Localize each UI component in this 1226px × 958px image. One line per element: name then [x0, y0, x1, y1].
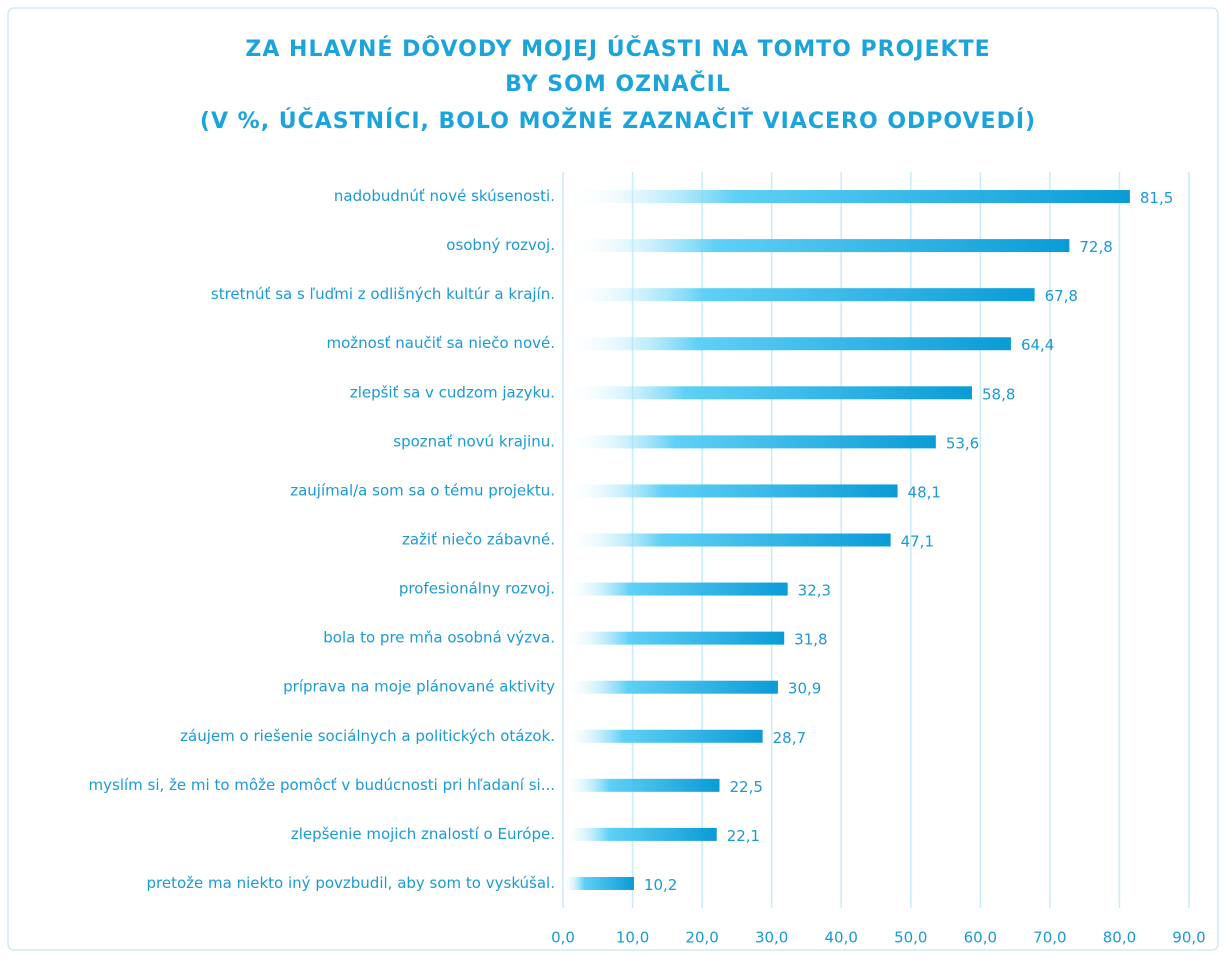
data-label: 67,8 [1045, 287, 1078, 305]
bar [563, 533, 891, 547]
bar [563, 876, 634, 890]
bar [563, 778, 720, 792]
bar [563, 631, 785, 645]
y-tick-label: zaujímal/a som sa o tému projektu. [290, 481, 555, 499]
bar [563, 239, 1070, 253]
x-tick-label: 0,0 [551, 929, 575, 947]
x-tick-label: 50,0 [894, 929, 927, 947]
data-label: 10,2 [644, 876, 677, 894]
data-label: 81,5 [1140, 189, 1173, 207]
data-label: 22,5 [730, 778, 763, 796]
y-tick-label: zlepšenie mojich znalostí o Európe. [291, 825, 555, 843]
data-label: 22,1 [727, 827, 760, 845]
y-tick-label: možnosť naučiť sa niečo nové. [326, 334, 555, 352]
y-tick-label: zlepšiť sa v cudzom jazyku. [350, 383, 555, 401]
bar [563, 729, 763, 743]
x-tick-label: 40,0 [825, 929, 858, 947]
bar [563, 680, 778, 694]
x-tick-label: 80,0 [1103, 929, 1136, 947]
data-label: 30,9 [788, 680, 821, 698]
y-tick-label: profesionálny rozvoj. [399, 580, 555, 598]
data-label: 47,1 [901, 533, 934, 551]
x-tick-label: 30,0 [755, 929, 788, 947]
bar [563, 288, 1035, 302]
y-tick-label: nadobudnúť nové skúsenosti. [334, 187, 555, 205]
y-tick-label: spoznať novú krajinu. [393, 432, 555, 450]
y-tick-label: pretože ma niekto iný povzbudil, aby som… [147, 874, 556, 892]
x-tick-label: 20,0 [685, 929, 718, 947]
bar [563, 582, 788, 596]
chart-title: BY SOM OZNAČIL [505, 71, 731, 97]
bar [563, 386, 972, 400]
data-label: 32,3 [798, 582, 831, 600]
bar [563, 190, 1130, 204]
x-tick-label: 60,0 [964, 929, 997, 947]
bar [563, 337, 1011, 351]
data-label: 28,7 [773, 729, 806, 747]
chart-title: ZA HLAVNÉ DÔVODY MOJEJ ÚČASTI NA TOMTO P… [245, 36, 990, 62]
data-label: 48,1 [908, 483, 941, 501]
data-label: 31,8 [794, 631, 827, 649]
y-tick-label: záujem o riešenie sociálnych a politický… [180, 727, 555, 745]
bar [563, 827, 717, 841]
chart-border [7, 7, 1219, 951]
y-tick-label: osobný rozvoj. [446, 236, 555, 254]
bar [563, 484, 898, 498]
data-label: 53,6 [946, 434, 979, 452]
data-label: 58,8 [982, 385, 1015, 403]
x-tick-label: 10,0 [616, 929, 649, 947]
y-tick-label: zažiť niečo zábavné. [402, 531, 555, 549]
x-tick-label: 70,0 [1033, 929, 1066, 947]
x-tick-label: 90,0 [1172, 929, 1205, 947]
y-tick-label: bola to pre mňa osobná výzva. [323, 629, 555, 647]
y-tick-label: myslím si, že mi to môže pomôcť v budúcn… [89, 776, 555, 794]
y-tick-label: príprava na moje plánované aktivity [283, 678, 555, 696]
y-tick-label: stretnúť sa s ľuďmi z odlišných kultúr a… [211, 285, 555, 303]
chart-title: (V %, ÚČASTNÍCI, BOLO MOŽNÉ ZAZNAČIŤ VIA… [200, 108, 1036, 134]
data-label: 64,4 [1021, 336, 1054, 354]
bar [563, 435, 936, 449]
data-label: 72,8 [1079, 238, 1112, 256]
